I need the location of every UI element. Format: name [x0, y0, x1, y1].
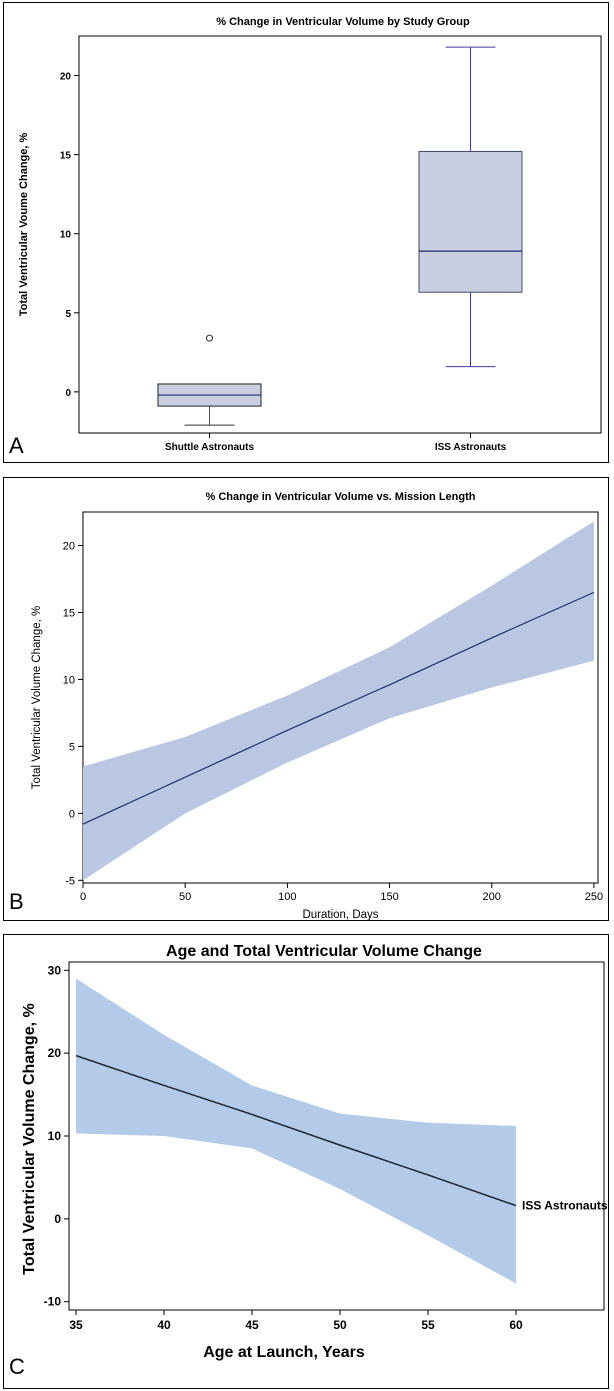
y-axis-label: Total Ventricular Voume Change, %: [18, 132, 30, 316]
x-tick-label: 55: [421, 1318, 435, 1332]
x-tick-label: 150: [380, 891, 398, 903]
chart-title: % Change in Ventricular Volume by Study …: [216, 16, 470, 28]
y-tick-label: 0: [69, 808, 75, 820]
x-axis-label: Duration, Days: [302, 909, 378, 920]
chart-title: % Change in Ventricular Volume vs. Missi…: [206, 491, 476, 503]
x-tick-label: 40: [157, 1318, 171, 1332]
x-tick-label: 50: [333, 1318, 347, 1332]
x-tick-label: 200: [483, 891, 501, 903]
line-chart-age: Age and Total Ventricular Volume Change I…: [21, 943, 608, 1361]
y-tick-label: 20: [48, 1046, 62, 1060]
boxplot-chart: % Change in Ventricular Volume by Study …: [18, 16, 602, 453]
y-tick-label: 0: [65, 388, 71, 399]
confidence-band: [83, 521, 594, 881]
y-axis-label: Total Ventricular Volume Change, %: [21, 1003, 38, 1274]
outlier-point: [206, 334, 213, 342]
y-tick-label: 15: [60, 151, 72, 162]
y-tick-label: -10: [44, 1295, 62, 1309]
y-tick-label: 5: [69, 741, 75, 753]
x-tick-label: 35: [69, 1318, 83, 1332]
y-tick-label: 10: [63, 674, 75, 686]
panel-label: C: [9, 1354, 25, 1379]
y-tick-label: 15: [63, 607, 75, 619]
y-axis-label: Total Ventricular Volume Change, %: [31, 606, 43, 789]
plot-frame: [82, 511, 599, 884]
plot-frame: [78, 35, 602, 434]
x-axis-label: Age at Launch, Years: [203, 1344, 365, 1361]
y-tick-label: 5: [65, 309, 71, 320]
y-tick-label: 0: [54, 1212, 61, 1226]
box: [418, 150, 523, 293]
line-chart-duration: % Change in Ventricular Volume vs. Missi…: [31, 491, 603, 920]
y-tick-label: 20: [60, 72, 72, 83]
confidence-band: [76, 978, 517, 1284]
x-tick-label: 60: [509, 1318, 523, 1332]
panel-c: Age and Total Ventricular Volume Change I…: [3, 934, 609, 1389]
x-tick-label: 250: [585, 891, 603, 903]
x-tick-label: 45: [245, 1318, 259, 1332]
y-tick-label: 10: [60, 230, 72, 241]
x-tick-label: ISS Astronauts: [435, 442, 507, 453]
regression-line: [82, 591, 595, 825]
panel-b: % Change in Ventricular Volume vs. Missi…: [3, 477, 609, 921]
panel-a: % Change in Ventricular Volume by Study …: [3, 2, 609, 463]
regression-line: [75, 1054, 517, 1207]
panel-label: B: [9, 889, 24, 914]
x-tick-label: 50: [179, 891, 191, 903]
chart-title: Age and Total Ventricular Volume Change: [166, 943, 482, 960]
y-tick-label: 10: [48, 1129, 62, 1143]
x-tick-label: Shuttle Astronauts: [165, 442, 255, 453]
y-tick-label: 20: [63, 540, 75, 552]
panel-label: A: [9, 433, 24, 458]
x-tick-label: 100: [278, 891, 296, 903]
series-label: ISS Astronauts: [522, 1199, 608, 1213]
x-tick-label: 0: [80, 891, 86, 903]
y-tick-label: -5: [65, 875, 75, 887]
y-tick-label: 30: [48, 963, 62, 977]
